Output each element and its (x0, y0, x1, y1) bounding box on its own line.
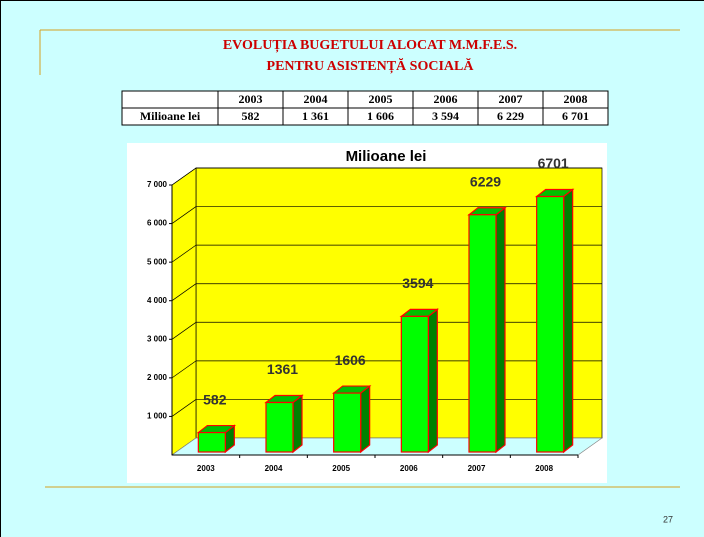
x-tick-label: 2007 (468, 464, 486, 473)
slide-title: PENTRU ASISTENȚĂ SOCIALĂ (267, 57, 475, 74)
y-tick-label: 3 000 (147, 334, 168, 343)
bar-side (563, 188, 574, 454)
x-tick-label: 2004 (265, 464, 283, 473)
table-cell: 1 606 (367, 109, 394, 123)
x-tick-label: 2008 (535, 464, 553, 473)
y-tick-label: 2 000 (147, 373, 168, 382)
table-header: 2003 (239, 92, 263, 106)
grid-line (171, 399, 197, 417)
grid-line (171, 206, 197, 224)
bar-side (427, 308, 438, 454)
y-tick-label: 7 000 (147, 180, 168, 189)
bar (536, 195, 565, 453)
bar (400, 315, 429, 453)
table-header: 2007 (499, 92, 523, 106)
grid-line (171, 283, 197, 301)
table-cell: 1 361 (302, 109, 329, 123)
y-tick-label: 1 000 (147, 412, 168, 421)
table-cell: 3 594 (432, 109, 459, 123)
data-label: 6701 (538, 155, 569, 171)
x-tick-label: 2005 (332, 464, 350, 473)
bar (468, 214, 497, 453)
table-cell: 582 (242, 109, 260, 123)
grid-line (171, 244, 197, 263)
bar-side (292, 394, 303, 454)
chart-title: Milioane lei (346, 148, 427, 165)
data-label: 582 (203, 391, 227, 407)
grid-line (171, 360, 197, 379)
y-tick-label: 6 000 (147, 219, 168, 228)
data-label: 3594 (402, 275, 433, 291)
y-tick-label: 5 000 (147, 257, 168, 266)
x-tick-label: 2006 (400, 464, 418, 473)
data-label: 6229 (470, 173, 501, 189)
bar (333, 392, 362, 453)
table-cell: 6 701 (562, 109, 589, 123)
data-label: 1361 (267, 361, 298, 377)
page-number: 27 (663, 514, 673, 524)
bar (265, 401, 294, 453)
data-label: 1606 (335, 352, 366, 368)
grid-line (171, 167, 197, 186)
table-header: 2004 (304, 92, 328, 106)
table-header: 2008 (564, 92, 588, 106)
x-tick-label: 2003 (197, 464, 215, 473)
slide-title: EVOLUȚIA BUGETULUI ALOCAT M.M.F.E.S. (223, 38, 517, 53)
table-cell: 6 229 (497, 109, 524, 123)
grid-line (171, 322, 197, 340)
bar-side (360, 384, 371, 454)
bar-side (495, 206, 506, 454)
row-label: Milioane lei (140, 109, 201, 123)
y-tick-label: 4 000 (147, 296, 168, 305)
bar (197, 431, 226, 453)
table-header: 2005 (369, 92, 393, 106)
table-header: 2006 (434, 92, 458, 106)
side-wall (171, 167, 197, 456)
